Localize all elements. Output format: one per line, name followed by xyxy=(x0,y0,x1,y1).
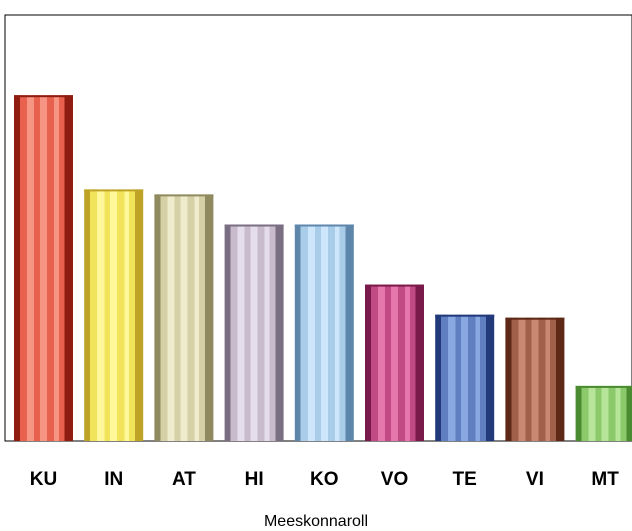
bar-in xyxy=(84,189,144,441)
bar-top-edge-vo xyxy=(365,284,424,287)
bar-top-edge-ku xyxy=(14,95,73,98)
bar-top-edge-hi xyxy=(224,224,284,227)
bars-group xyxy=(14,95,632,441)
x-axis-title: Meeskonnaroll xyxy=(264,513,368,530)
x-tick-label-at: AT xyxy=(172,469,196,490)
x-tick-label-vi: VI xyxy=(526,469,544,490)
bar-top-edge-in xyxy=(84,189,144,192)
bar-te xyxy=(435,314,495,441)
bar-ku xyxy=(14,95,73,441)
bar-ko xyxy=(294,224,354,441)
x-tick-label-mt: MT xyxy=(591,469,619,490)
bar-top-edge-te xyxy=(435,314,495,317)
x-tick-label-vo: VO xyxy=(381,469,408,490)
bar-top-edge-mt xyxy=(575,385,632,388)
x-tick-label-ku: KU xyxy=(30,469,57,490)
bar-vo xyxy=(365,284,424,441)
x-tick-label-hi: HI xyxy=(245,469,264,490)
bar-mt xyxy=(575,385,632,441)
bar-vi xyxy=(505,317,565,441)
x-tick-label-ko: KO xyxy=(310,469,339,490)
bar-top-edge-at xyxy=(154,194,214,197)
bar-at xyxy=(154,194,214,441)
x-tick-label-te: TE xyxy=(453,469,477,490)
x-tick-labels: KU IN AT HI KO VO TE VI MT xyxy=(30,469,619,490)
bar-top-edge-vi xyxy=(505,317,565,320)
bar-top-edge-ko xyxy=(294,224,354,227)
bar-hi xyxy=(224,224,284,441)
x-tick-label-in: IN xyxy=(104,469,123,490)
